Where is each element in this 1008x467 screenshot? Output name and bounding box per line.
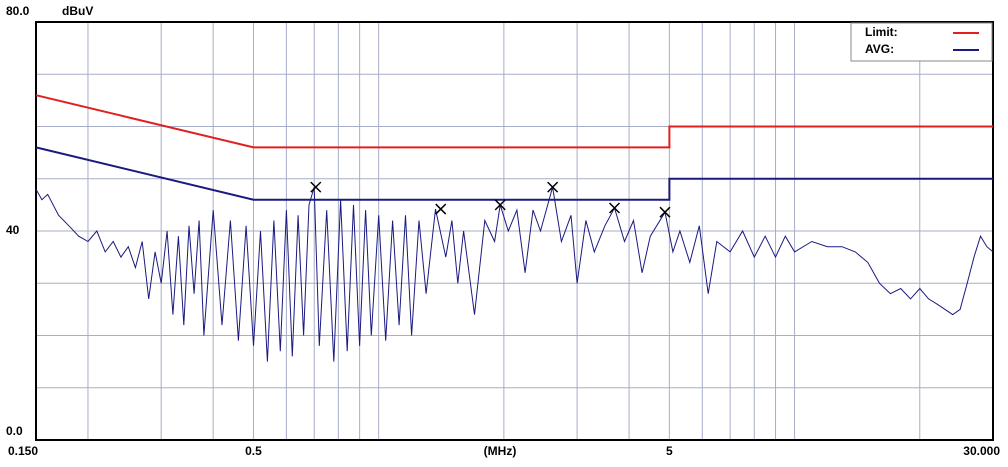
y-tick-label: 0.0: [6, 424, 23, 438]
y-tick-label: 80.0: [6, 4, 30, 18]
peak-marker: [608, 202, 621, 214]
legend-box: [850, 22, 993, 62]
legend-label: Limit:: [865, 25, 898, 39]
y-tick-label: 40: [6, 223, 20, 237]
peak-marker: [310, 181, 322, 193]
x-tick-label: 0.5: [245, 444, 262, 458]
y-unit: dBuV: [62, 4, 93, 18]
limit-line: [35, 94, 993, 149]
x-tick-label: 0.150: [8, 444, 38, 458]
x-tick-label: 5: [666, 444, 673, 458]
peak-marker: [494, 199, 506, 211]
peak-marker: [435, 203, 447, 215]
x-label: (MHz): [484, 444, 517, 458]
limit-line: [35, 146, 993, 201]
x-tick-label: 30.000: [963, 444, 1000, 458]
peak-marker: [659, 206, 671, 218]
peak-marker: [547, 181, 559, 193]
legend-label: AVG:: [865, 42, 894, 56]
plot-frame: [35, 21, 994, 441]
trace-line: [35, 186, 994, 362]
